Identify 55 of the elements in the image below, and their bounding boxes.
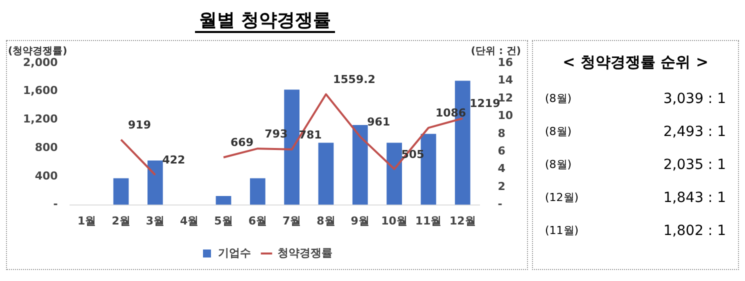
data-label: 1559.2 bbox=[332, 73, 376, 86]
bar bbox=[318, 142, 334, 205]
y-tick-label: 1,600 bbox=[22, 84, 58, 98]
y-tick-label: 1,200 bbox=[22, 112, 58, 126]
x-tick-label: 4월 bbox=[180, 214, 199, 228]
legend-label: 청약경쟁률 bbox=[278, 246, 332, 260]
text: (11월) bbox=[545, 223, 579, 238]
y-tick-label: 400 bbox=[34, 169, 58, 182]
x-tick-label: 5월 bbox=[214, 214, 233, 228]
y-tick-label: - bbox=[53, 198, 58, 211]
chart-title: 월별 청약경쟁률 bbox=[194, 10, 336, 33]
y2-axis-title: (단위 : 건) bbox=[470, 45, 521, 58]
y-tick-label: 800 bbox=[34, 140, 58, 154]
x-tick-label: 9월 bbox=[350, 214, 370, 228]
y-tick-label: 2,000 bbox=[22, 56, 58, 69]
data-label: 1219 bbox=[470, 97, 500, 110]
x-tick-label: 8월 bbox=[316, 214, 336, 228]
x-tick-label: 11월 bbox=[415, 214, 442, 228]
y2-tick-label: 4 bbox=[498, 162, 506, 176]
y2-tick-label: 14 bbox=[498, 74, 514, 87]
text: (8월) bbox=[545, 91, 572, 106]
data-label: 919 bbox=[128, 118, 151, 132]
bar bbox=[216, 196, 232, 205]
bar bbox=[250, 178, 266, 205]
y2-tick-label: - bbox=[498, 198, 502, 211]
text: 1,802 : 1 bbox=[663, 222, 726, 238]
data-label: 669 bbox=[230, 136, 254, 150]
x-tick-label: 12월 bbox=[449, 214, 476, 228]
x-tick-label: 2월 bbox=[112, 214, 130, 228]
y2-tick-label: 2 bbox=[498, 180, 506, 193]
text: (8월) bbox=[545, 124, 572, 139]
y2-tick-label: 6 bbox=[498, 144, 506, 158]
y2-tick-label: 8 bbox=[498, 126, 506, 140]
y-axis-title: (청약경쟁률) bbox=[8, 45, 68, 58]
text: 3,039 : 1 bbox=[663, 90, 726, 106]
x-tick-label: 1월 bbox=[78, 214, 96, 228]
text: < 청약경쟁률 순위 > bbox=[562, 53, 710, 72]
legend-label: 기업수 bbox=[218, 246, 251, 260]
data-label: 961 bbox=[367, 116, 390, 129]
bar bbox=[352, 125, 368, 205]
data-label: 422 bbox=[162, 154, 186, 167]
text: (12월) bbox=[545, 190, 579, 205]
bar bbox=[386, 142, 402, 205]
x-tick-label: 7월 bbox=[282, 214, 302, 228]
text: 2,493 : 1 bbox=[663, 124, 726, 140]
bar bbox=[148, 160, 163, 205]
text: (8월) bbox=[545, 157, 572, 172]
y2-tick-label: 10 bbox=[498, 109, 514, 122]
text: 1,843 : 1 bbox=[663, 190, 726, 206]
x-tick-label: 6월 bbox=[248, 214, 267, 228]
text: 2,035 : 1 bbox=[663, 156, 726, 172]
y2-tick-label: 16 bbox=[498, 56, 514, 69]
x-tick-label: 3월 bbox=[146, 214, 165, 228]
x-tick-label: 10월 bbox=[381, 214, 408, 228]
bar bbox=[113, 178, 129, 205]
